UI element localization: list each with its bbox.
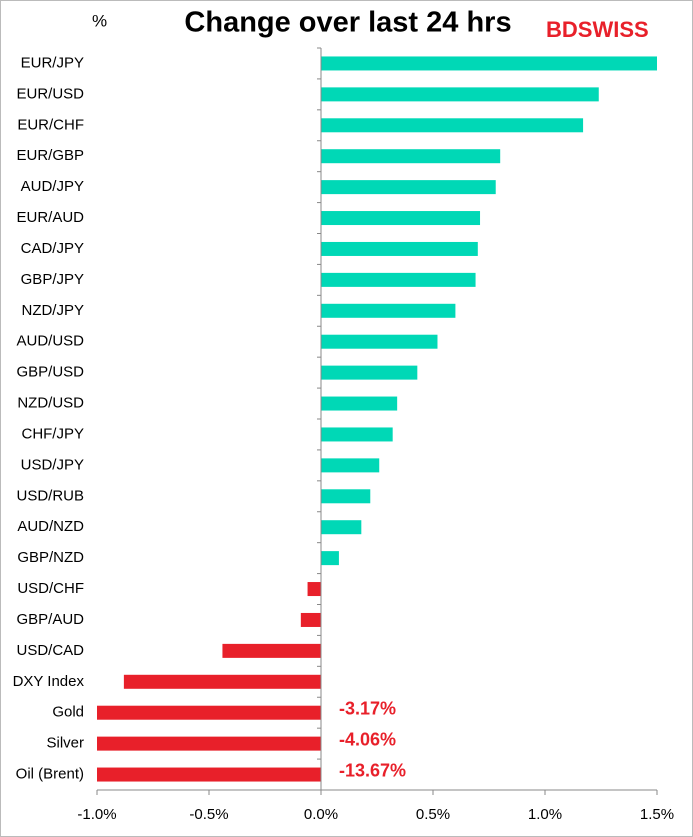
y-tick-label: USD/RUB xyxy=(16,487,84,504)
bar xyxy=(321,118,584,133)
bar xyxy=(123,674,321,689)
y-tick-label: Gold xyxy=(52,704,84,721)
y-tick-label: EUR/JPY xyxy=(21,54,84,71)
y-tick-label: Oil (Brent) xyxy=(16,766,84,783)
bar xyxy=(321,56,657,71)
y-tick-label: GBP/AUD xyxy=(16,611,84,628)
logo: BDSWISS xyxy=(546,17,649,42)
bar xyxy=(97,767,321,782)
y-tick-label: AUD/JPY xyxy=(21,178,84,195)
value-label: -4.06% xyxy=(339,729,396,749)
plot-area xyxy=(97,56,657,782)
x-tick-label: -1.0% xyxy=(77,806,116,823)
x-tick-label: 1.0% xyxy=(528,806,562,823)
bar xyxy=(222,643,321,658)
bar xyxy=(321,458,380,473)
y-tick-label: NZD/USD xyxy=(17,395,84,412)
y-tick-label: CAD/JPY xyxy=(21,240,84,257)
y-tick-label: EUR/CHF xyxy=(17,116,84,133)
y-tick-label: GBP/USD xyxy=(16,364,84,381)
bar xyxy=(321,241,478,256)
y-tick-label: DXY Index xyxy=(13,673,85,690)
y-tick-label: NZD/JPY xyxy=(21,302,84,319)
y-tick-label: CHF/JPY xyxy=(21,425,84,442)
y-tick-label: EUR/USD xyxy=(16,85,84,102)
bar xyxy=(321,180,496,195)
bar xyxy=(321,334,438,349)
bar xyxy=(321,303,456,318)
x-tick-label: 1.5% xyxy=(640,806,674,823)
bar xyxy=(321,520,362,535)
y-tick-label: AUD/NZD xyxy=(17,518,84,535)
chart-title: Change over last 24 hrs xyxy=(184,7,511,39)
y-tick-label: EUR/AUD xyxy=(16,209,84,226)
bar xyxy=(321,87,599,102)
y-tick-label: GBP/NZD xyxy=(17,549,84,566)
bar xyxy=(97,736,321,751)
value-label: -13.67% xyxy=(339,760,406,780)
bar xyxy=(321,211,481,226)
bar xyxy=(300,612,321,627)
x-tick-label: 0.0% xyxy=(304,806,338,823)
bar xyxy=(321,489,371,504)
bar xyxy=(321,427,393,442)
x-tick-label: 0.5% xyxy=(416,806,450,823)
bar xyxy=(97,705,322,720)
y-tick-label: Silver xyxy=(46,735,84,752)
bar xyxy=(307,582,321,597)
bar xyxy=(321,365,418,380)
y-tick-label: USD/CAD xyxy=(16,642,84,659)
y-tick-label: AUD/USD xyxy=(16,333,84,350)
bar xyxy=(321,396,398,411)
bar xyxy=(321,272,476,287)
y-axis-label: % xyxy=(92,11,107,30)
y-tick-label: EUR/GBP xyxy=(16,147,84,164)
bar xyxy=(321,149,501,164)
y-tick-label: USD/JPY xyxy=(21,456,84,473)
y-tick-label: GBP/JPY xyxy=(21,271,84,288)
bar xyxy=(321,551,339,566)
x-tick-label: -0.5% xyxy=(189,806,228,823)
y-tick-label: USD/CHF xyxy=(17,580,84,597)
value-label: -3.17% xyxy=(339,698,396,718)
